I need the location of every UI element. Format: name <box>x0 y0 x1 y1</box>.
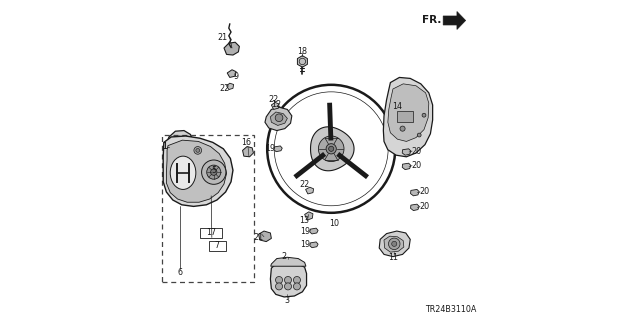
Polygon shape <box>383 77 433 157</box>
Text: 14: 14 <box>392 102 403 111</box>
Polygon shape <box>198 170 216 188</box>
Circle shape <box>275 283 282 290</box>
Polygon shape <box>274 146 282 152</box>
Text: 2: 2 <box>282 252 287 261</box>
Polygon shape <box>172 136 189 154</box>
Polygon shape <box>310 242 318 248</box>
Text: 19: 19 <box>266 144 275 153</box>
Text: 7: 7 <box>214 241 220 250</box>
Circle shape <box>400 126 405 131</box>
Polygon shape <box>411 189 419 196</box>
Ellipse shape <box>170 156 196 189</box>
Polygon shape <box>166 140 227 202</box>
Text: TR24B3110A: TR24B3110A <box>426 305 477 314</box>
Text: 19: 19 <box>301 227 310 236</box>
Polygon shape <box>388 84 429 141</box>
Text: 13: 13 <box>300 216 310 225</box>
Text: 12: 12 <box>271 100 281 109</box>
Polygon shape <box>310 127 354 171</box>
Polygon shape <box>227 70 236 77</box>
Text: 11: 11 <box>388 253 399 262</box>
Text: 21: 21 <box>218 33 227 42</box>
Circle shape <box>275 276 282 284</box>
Text: 9: 9 <box>234 72 239 81</box>
Circle shape <box>211 169 217 175</box>
Circle shape <box>203 175 212 184</box>
Polygon shape <box>411 204 419 211</box>
Circle shape <box>294 276 301 284</box>
Text: 1: 1 <box>163 142 168 151</box>
Circle shape <box>294 283 301 290</box>
Text: 10: 10 <box>330 219 339 228</box>
Circle shape <box>392 241 397 246</box>
Text: 22: 22 <box>300 180 310 189</box>
Text: FR.: FR. <box>422 15 442 26</box>
Polygon shape <box>270 112 287 125</box>
Text: 5: 5 <box>212 166 217 175</box>
Text: 18: 18 <box>298 47 307 56</box>
Circle shape <box>196 148 200 152</box>
Text: 20: 20 <box>411 161 421 170</box>
Polygon shape <box>166 131 193 161</box>
Text: 22: 22 <box>219 84 229 93</box>
Text: 20: 20 <box>419 202 429 211</box>
Circle shape <box>275 114 283 122</box>
Circle shape <box>194 147 202 154</box>
Circle shape <box>417 133 421 137</box>
Polygon shape <box>397 111 413 122</box>
Text: 21: 21 <box>253 233 264 242</box>
Polygon shape <box>310 228 318 234</box>
Circle shape <box>329 146 334 151</box>
Polygon shape <box>163 136 233 206</box>
Text: 3: 3 <box>285 296 290 305</box>
Text: 19: 19 <box>301 240 310 249</box>
Circle shape <box>422 113 426 117</box>
Bar <box>161 135 253 282</box>
Polygon shape <box>305 212 313 220</box>
Polygon shape <box>384 236 404 252</box>
Polygon shape <box>306 187 314 194</box>
Polygon shape <box>243 147 253 157</box>
Circle shape <box>326 144 337 154</box>
Polygon shape <box>270 263 307 297</box>
Circle shape <box>285 276 292 284</box>
Polygon shape <box>443 12 466 29</box>
Text: 16: 16 <box>241 138 251 147</box>
Polygon shape <box>403 149 411 155</box>
Polygon shape <box>403 163 411 170</box>
Polygon shape <box>271 102 279 109</box>
Polygon shape <box>271 257 306 266</box>
Text: 20: 20 <box>419 188 429 196</box>
Polygon shape <box>259 231 271 242</box>
Polygon shape <box>380 231 410 257</box>
Text: 20: 20 <box>411 147 421 156</box>
Circle shape <box>202 160 226 184</box>
Polygon shape <box>227 83 234 90</box>
Circle shape <box>388 238 400 250</box>
Polygon shape <box>298 56 307 67</box>
Text: 1: 1 <box>163 142 168 151</box>
Polygon shape <box>265 107 292 131</box>
Text: 17: 17 <box>206 228 216 237</box>
Circle shape <box>285 283 292 290</box>
Circle shape <box>207 165 221 179</box>
Polygon shape <box>224 42 239 55</box>
Polygon shape <box>319 136 344 162</box>
Text: 6: 6 <box>177 268 182 277</box>
Text: 22: 22 <box>268 95 279 104</box>
